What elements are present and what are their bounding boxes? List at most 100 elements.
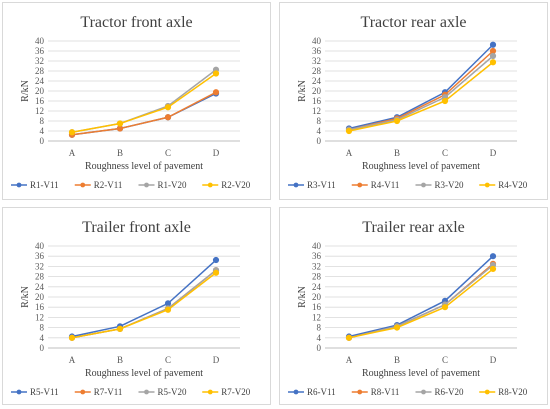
y-tick-label: 16: [35, 302, 45, 312]
data-point: [68, 129, 76, 136]
data-point: [164, 300, 172, 307]
x-tick-label: B: [117, 355, 123, 365]
y-tick-label: 32: [35, 261, 44, 271]
legend-label: R4-V20: [498, 180, 527, 190]
x-tick-label: B: [117, 148, 123, 158]
legend-item: R1-V11: [11, 180, 59, 190]
y-tick-label: 40: [35, 241, 45, 251]
data-point: [489, 253, 497, 260]
x-tick-label: C: [165, 148, 171, 158]
y-axis-label: R/kN: [297, 80, 308, 102]
legend-marker: [293, 389, 299, 395]
legend-marker: [80, 389, 86, 395]
y-tick-label: 28: [35, 66, 45, 76]
legend-label: R8-V20: [498, 387, 527, 397]
series-line: [71, 91, 217, 136]
legend-label: R1-V11: [30, 180, 59, 190]
y-tick-label: 40: [312, 241, 322, 251]
data-point: [164, 306, 172, 313]
chart-title: Trailer rear axle: [362, 219, 464, 236]
chart-title: Tractor rear axle: [360, 14, 466, 31]
legend-item: R8-V11: [351, 387, 399, 397]
data-point: [212, 269, 220, 276]
series-line: [71, 272, 217, 339]
y-tick-label: 32: [312, 261, 321, 271]
y-tick-label: 4: [40, 333, 45, 343]
y-tick-label: 4: [40, 126, 45, 136]
legend-item: R5-V20: [138, 387, 187, 397]
y-tick-label: 36: [312, 46, 322, 56]
legend-item: R6-V11: [288, 387, 336, 397]
data-point: [489, 265, 497, 273]
y-axis-label: R/kN: [297, 286, 308, 308]
y-tick-label: 8: [40, 323, 45, 333]
legend-item: R2-V11: [74, 180, 122, 190]
x-tick-label: B: [394, 355, 400, 365]
data-point: [489, 47, 497, 55]
legend-marker: [484, 182, 490, 188]
y-tick-label: 0: [40, 343, 45, 353]
chart-panel-trailer-front: Trailer front axle 0 4 8 12 16 20 24 28 32 36 40 A B C…: [2, 207, 271, 405]
data-point: [212, 89, 220, 96]
y-tick-label: 40: [35, 36, 45, 46]
legend-item: R4-V20: [479, 180, 528, 190]
y-tick-label: 20: [35, 292, 45, 302]
chart-panel-trailer-rear: Trailer rear axle 0 4 8 12 16 20 24 28 32 36 40 A B C D…: [279, 207, 548, 405]
y-tick-label: 0: [40, 136, 45, 146]
legend-item: R4-V11: [351, 180, 399, 190]
y-tick-label: 8: [40, 116, 45, 126]
y-tick-label: 36: [312, 251, 322, 261]
legend-label: R2-V20: [221, 180, 250, 190]
legend-item: R8-V20: [479, 387, 528, 397]
legend-item: R2-V20: [202, 180, 251, 190]
y-tick-label: 12: [312, 106, 321, 116]
y-tick-label: 24: [312, 282, 322, 292]
y-tick-label: 12: [312, 312, 321, 322]
y-tick-label: 32: [35, 56, 44, 66]
data-point: [393, 324, 401, 331]
x-tick-label: C: [442, 148, 448, 158]
chart-panel-tractor-rear: Tractor rear axle 0 4 8 12 16 20 24 28 32 36 40 A B C D…: [279, 2, 548, 200]
data-point: [116, 120, 124, 127]
legend-label: R7-V11: [94, 387, 123, 397]
y-tick-label: 4: [317, 126, 322, 136]
legend-label: R3-V11: [307, 180, 336, 190]
data-point: [489, 59, 497, 66]
y-tick-label: 24: [312, 76, 322, 86]
legend-item: R7-V20: [202, 387, 251, 397]
legend-marker: [80, 182, 86, 188]
legend-label: R5-V20: [158, 387, 187, 397]
series-line: [348, 61, 494, 132]
x-tick-label: C: [442, 355, 448, 365]
legend-marker: [16, 389, 22, 395]
y-tick-label: 36: [35, 46, 45, 56]
y-tick-label: 20: [35, 86, 45, 96]
legend-label: R7-V20: [221, 387, 250, 397]
legend-marker: [484, 389, 490, 395]
series-line: [348, 268, 494, 339]
legend-marker: [357, 182, 363, 188]
legend-marker: [421, 389, 426, 395]
series-line: [348, 55, 494, 131]
y-tick-label: 12: [35, 312, 44, 322]
y-tick-label: 0: [317, 136, 322, 146]
data-point: [441, 97, 449, 105]
data-point: [68, 334, 76, 341]
x-tick-label: D: [213, 148, 220, 158]
legend-marker: [357, 389, 363, 395]
legend-item: R1-V20: [138, 180, 187, 190]
x-axis-label: Roughness level of pavement: [85, 368, 203, 379]
legend-marker: [293, 182, 299, 188]
legend-marker: [144, 182, 149, 188]
chart-title: Tractor front axle: [80, 14, 192, 31]
x-tick-label: A: [346, 355, 353, 365]
legend-marker: [144, 389, 149, 395]
y-tick-label: 8: [317, 116, 322, 126]
x-tick-label: A: [346, 148, 353, 158]
y-tick-label: 28: [312, 66, 322, 76]
x-tick-label: D: [490, 148, 497, 158]
y-tick-label: 20: [312, 86, 322, 96]
